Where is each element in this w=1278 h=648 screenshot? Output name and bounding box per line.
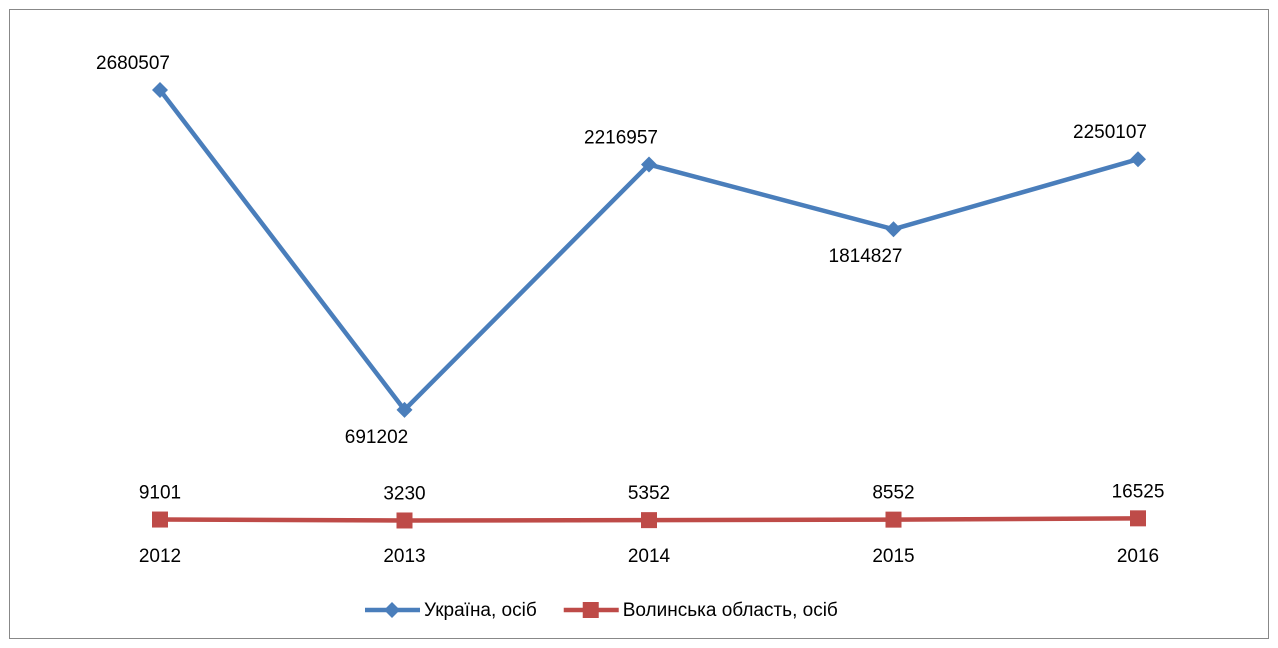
marker <box>885 221 902 238</box>
x-tick-label: 2013 <box>383 546 425 567</box>
data-label: 691202 <box>345 427 408 448</box>
marker <box>396 512 413 529</box>
chart-frame <box>9 9 1269 639</box>
data-label: 3230 <box>383 483 425 504</box>
data-label: 9101 <box>139 483 181 504</box>
legend-label: Волинська область, осіб <box>623 600 838 621</box>
data-label: 2680507 <box>96 53 170 74</box>
x-tick-label: 2012 <box>139 546 181 567</box>
x-tick-label: 2015 <box>872 546 914 567</box>
data-label: 2250107 <box>1073 122 1147 143</box>
data-label: 16525 <box>1112 481 1165 502</box>
legend-label: Україна, осіб <box>424 600 537 621</box>
marker <box>641 156 657 173</box>
x-tick-label: 2016 <box>1117 546 1159 567</box>
x-tick-label: 2014 <box>628 546 671 567</box>
legend-marker <box>582 602 599 618</box>
marker <box>641 512 657 529</box>
marker <box>152 511 168 528</box>
data-label: 1814827 <box>829 246 903 267</box>
marker <box>885 511 902 528</box>
data-label: 5352 <box>628 483 670 504</box>
marker <box>396 401 413 418</box>
marker <box>1130 151 1146 168</box>
marker <box>1130 510 1146 527</box>
data-label: 8552 <box>872 483 914 504</box>
data-label: 2216957 <box>584 128 658 149</box>
marker <box>152 82 168 98</box>
legend-marker <box>384 602 400 618</box>
